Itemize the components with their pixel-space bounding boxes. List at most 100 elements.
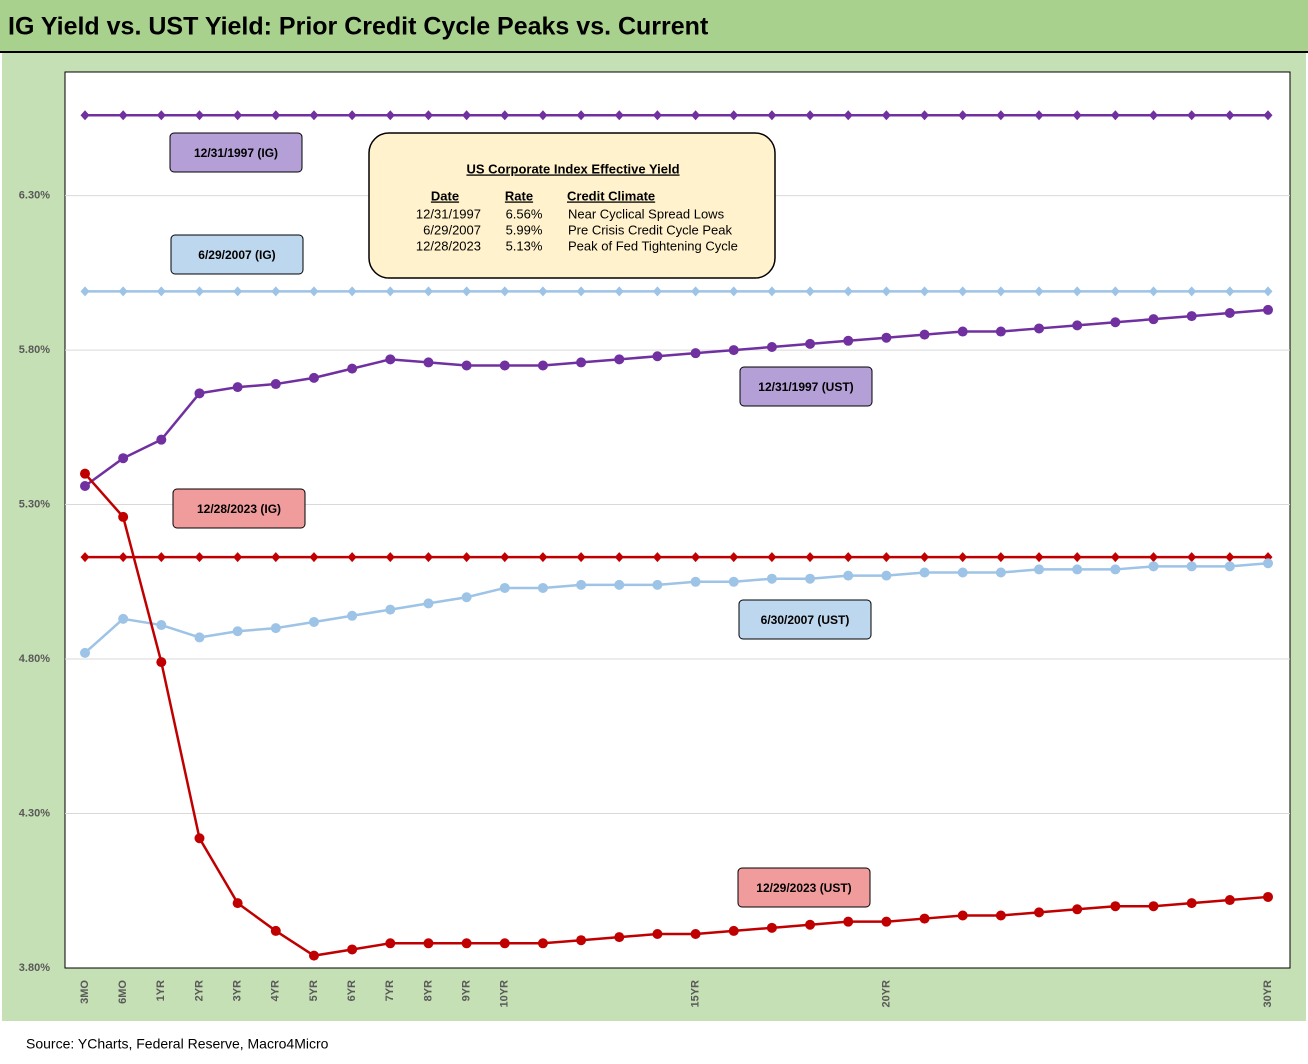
point-marker <box>614 110 624 121</box>
y-tick-label: 5.80% <box>19 344 50 356</box>
y-tick-label: 4.80% <box>19 653 50 665</box>
point-marker <box>881 286 891 297</box>
point-marker <box>805 286 815 297</box>
point-marker <box>691 110 701 121</box>
point-marker <box>958 286 968 297</box>
point-marker <box>1072 110 1082 121</box>
point-marker <box>156 657 167 668</box>
point-marker <box>1072 286 1082 297</box>
point-marker <box>996 110 1006 121</box>
point-marker <box>118 552 128 563</box>
point-marker <box>537 360 548 371</box>
point-marker <box>652 552 662 563</box>
point-marker <box>995 567 1006 578</box>
point-marker <box>233 552 243 563</box>
info-title: US Corporate Index Effective Yield <box>466 161 679 176</box>
point-marker <box>1034 286 1044 297</box>
series-label: 12/28/2023 (IG) <box>197 502 281 516</box>
point-marker <box>881 552 891 563</box>
point-marker <box>347 363 358 374</box>
point-marker <box>499 938 510 949</box>
series-label: 6/29/2007 (IG) <box>198 248 275 262</box>
point-marker <box>690 576 701 587</box>
info-cell: 5.13% <box>506 238 543 253</box>
series-label: 6/30/2007 (UST) <box>761 613 850 627</box>
series-line <box>84 472 1269 957</box>
point-marker <box>1072 904 1083 915</box>
point-marker <box>1148 901 1159 912</box>
point-marker <box>271 286 281 297</box>
point-marker <box>881 110 891 121</box>
point-marker <box>728 345 739 356</box>
point-marker <box>80 647 90 658</box>
info-header: Rate <box>505 188 533 203</box>
point-marker <box>1149 552 1159 563</box>
point-marker <box>1224 895 1235 906</box>
x-tick-label: 2YR <box>193 980 205 1001</box>
point-marker <box>194 632 205 643</box>
point-marker <box>233 110 243 121</box>
point-marker <box>805 338 816 349</box>
point-marker <box>576 286 586 297</box>
point-marker <box>423 938 434 949</box>
point-marker <box>385 354 396 365</box>
title-bar <box>0 0 1308 52</box>
point-marker <box>767 552 777 563</box>
y-tick-label: 4.30% <box>19 807 50 819</box>
series-label-box <box>737 867 871 908</box>
point-marker <box>156 620 167 631</box>
point-marker <box>308 372 319 383</box>
x-tick-label: 6MO <box>117 980 129 1004</box>
point-marker <box>805 573 816 584</box>
point-marker <box>1148 314 1159 325</box>
point-marker <box>1263 286 1273 297</box>
point-marker <box>766 573 777 584</box>
point-marker <box>652 929 663 940</box>
point-marker <box>1110 901 1121 912</box>
point-marker <box>1110 317 1121 328</box>
point-marker <box>385 286 395 297</box>
point-marker <box>118 511 129 522</box>
point-marker <box>576 935 587 946</box>
x-tick-label: 5YR <box>308 980 320 1001</box>
point-marker <box>995 326 1006 337</box>
point-marker <box>385 552 395 563</box>
source-note: Source: YCharts, Federal Reserve, Macro4… <box>26 1036 329 1052</box>
point-marker <box>232 898 243 909</box>
point-marker <box>270 925 281 936</box>
point-marker <box>462 552 472 563</box>
point-marker <box>347 610 358 621</box>
point-marker <box>156 552 166 563</box>
info-header: Credit Climate <box>567 188 655 203</box>
point-marker <box>233 286 243 297</box>
point-marker <box>1225 286 1235 297</box>
point-marker <box>385 938 396 949</box>
point-marker <box>614 354 625 365</box>
point-marker <box>1224 561 1235 572</box>
x-tick-label: 10YR <box>499 980 511 1008</box>
point-marker <box>1034 110 1044 121</box>
point-marker <box>499 582 510 593</box>
point-marker <box>194 552 204 563</box>
point-marker <box>995 910 1006 921</box>
point-marker <box>843 570 854 581</box>
info-header: Date <box>431 188 459 203</box>
point-marker <box>576 552 586 563</box>
point-marker <box>462 286 472 297</box>
point-marker <box>309 552 319 563</box>
point-marker <box>118 453 129 464</box>
point-marker <box>156 286 166 297</box>
point-marker <box>614 552 624 563</box>
point-marker <box>919 913 930 924</box>
point-marker <box>385 604 396 615</box>
point-marker <box>194 286 204 297</box>
point-marker <box>500 110 510 121</box>
point-marker <box>1034 552 1044 563</box>
point-marker <box>156 434 167 445</box>
point-marker <box>385 110 395 121</box>
point-marker <box>614 932 625 943</box>
series-label-box <box>172 488 306 529</box>
point-marker <box>920 110 930 121</box>
x-tick-label: 3MO <box>79 980 91 1004</box>
